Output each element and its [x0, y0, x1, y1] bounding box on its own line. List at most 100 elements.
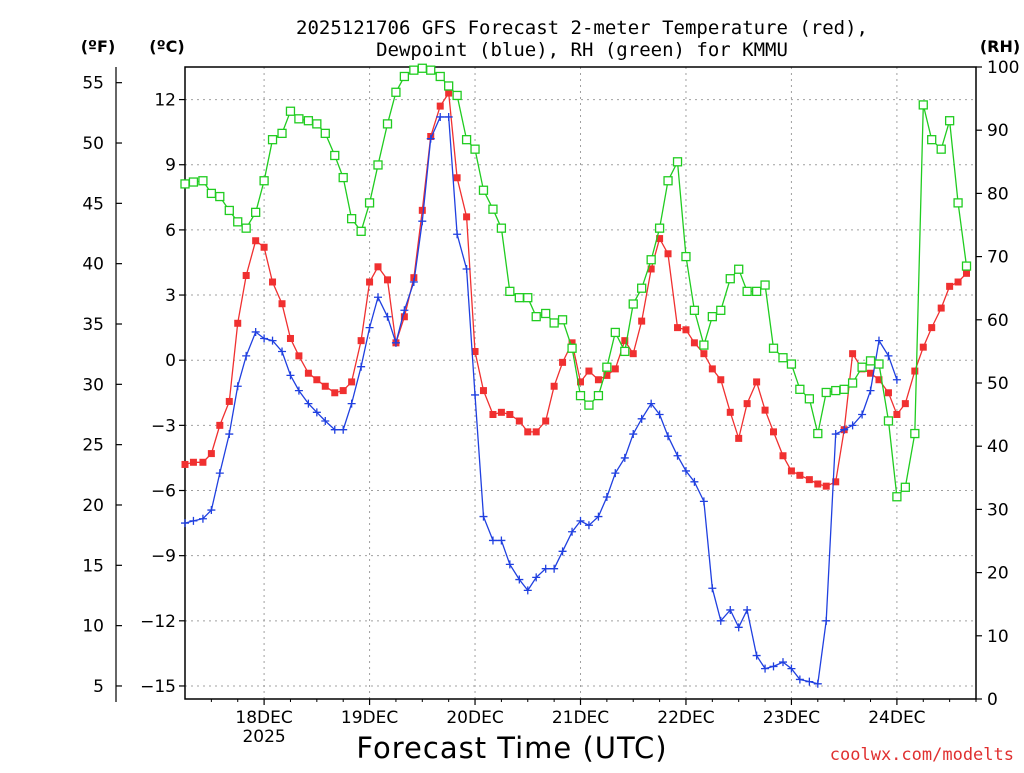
dewpoint-point — [629, 430, 638, 439]
dewpoint-point — [532, 573, 541, 582]
temperature-point — [770, 428, 778, 436]
temperature-point — [849, 350, 857, 358]
temperature-point — [629, 350, 637, 358]
temperature-point — [937, 304, 945, 312]
temperature-point — [321, 382, 329, 390]
fahrenheit-tick-label: 45 — [82, 194, 104, 214]
dewpoint-point — [602, 493, 611, 502]
dewpoint-point — [761, 664, 770, 673]
rh-point — [180, 179, 190, 189]
rh-point — [461, 135, 472, 145]
dewpoint-point — [383, 312, 392, 321]
dewpoint-point — [681, 466, 690, 475]
temperature-point — [638, 317, 646, 325]
dewpoint-point — [611, 469, 620, 478]
rh-point — [646, 255, 656, 265]
rh-point — [847, 378, 858, 388]
rh-point — [786, 359, 797, 369]
dewpoint-point — [795, 675, 804, 684]
temperature-point — [225, 397, 233, 405]
temperature-point — [577, 378, 584, 386]
rh-point — [251, 207, 261, 218]
dewpoint-point — [594, 512, 603, 521]
dewpoint-point — [655, 410, 664, 419]
fahrenheit-tick-label: 30 — [82, 375, 104, 395]
dewpoint-point — [312, 408, 321, 417]
temperature-point — [418, 206, 426, 214]
rh-point — [303, 116, 314, 126]
x-tick-label: 19DEC — [341, 708, 398, 728]
temperature-point — [436, 102, 444, 110]
rh-point — [795, 384, 805, 394]
dewpoint-point — [831, 430, 840, 439]
temperature-point — [787, 467, 795, 475]
temperature-point — [278, 300, 286, 308]
temperature-point — [753, 378, 761, 386]
x-tick-label: 23DEC — [763, 708, 820, 728]
x-tick-label: 24DEC — [868, 708, 925, 728]
temperature-point — [832, 478, 840, 486]
rh-point — [936, 144, 946, 154]
dewpoint-point — [726, 605, 735, 614]
rh-point — [742, 286, 752, 297]
temperature-point — [664, 250, 672, 258]
dewpoint-point — [268, 336, 277, 345]
celsius-tick-label: −12 — [140, 612, 176, 632]
rh-point — [944, 116, 955, 126]
rh-point — [874, 359, 884, 369]
temperature-point — [647, 265, 655, 273]
temperature-point — [199, 458, 207, 466]
temperature-point — [453, 174, 461, 182]
dewpoint-point — [515, 575, 524, 584]
dewpoint-point — [822, 616, 831, 625]
rh-tick-label: 80 — [987, 184, 1009, 204]
dewpoint-point — [215, 469, 224, 478]
rh-point — [575, 390, 586, 401]
temperature-point — [875, 376, 883, 384]
rh-point — [593, 390, 604, 401]
temperature-point — [779, 452, 787, 460]
temperature-point — [506, 410, 514, 418]
dewpoint-point — [444, 112, 453, 121]
x-tick-label: 22DEC — [657, 708, 714, 728]
rh-point — [927, 135, 937, 145]
dewpoint-point — [690, 477, 699, 486]
fahrenheit-unit-label: (ºF) — [81, 37, 116, 56]
rh-point — [330, 150, 340, 161]
dewpoint-point — [743, 605, 752, 614]
rh-point — [567, 343, 577, 353]
temperature-point — [919, 343, 927, 351]
temperature-point — [304, 369, 312, 377]
temperature-point — [400, 313, 408, 321]
rh-point — [813, 428, 823, 439]
rh-point — [672, 157, 683, 167]
rh-point — [953, 198, 963, 208]
rh-point — [444, 81, 454, 91]
temperature-point — [822, 482, 830, 490]
dewpoint-point — [278, 347, 287, 356]
rh-point — [277, 128, 287, 139]
temperature-point — [708, 365, 716, 373]
temperature-point — [374, 263, 382, 271]
dewpoint-point — [787, 664, 796, 673]
dewpoint-point — [584, 521, 593, 530]
series-layer — [180, 63, 972, 688]
temperature-point — [884, 389, 892, 397]
fahrenheit-tick-label: 40 — [82, 255, 104, 275]
dewpoint-point — [637, 414, 646, 423]
temperature-point — [524, 428, 532, 436]
rh-point — [523, 293, 533, 303]
fahrenheit-tick-label: 35 — [82, 315, 104, 335]
dewpoint-point — [242, 351, 251, 360]
temperature-point — [568, 339, 576, 347]
temperature-point — [682, 326, 690, 334]
rh-tick-label: 40 — [987, 437, 1009, 457]
rh-point — [663, 176, 673, 186]
rh-point — [699, 340, 709, 350]
dewpoint-point — [294, 386, 303, 395]
dewpoint-point — [365, 323, 374, 332]
temperature-point — [717, 376, 725, 384]
x-tick-label: 18DEC — [235, 708, 292, 728]
dewpoint-point — [568, 527, 577, 536]
rh-point — [734, 264, 744, 274]
